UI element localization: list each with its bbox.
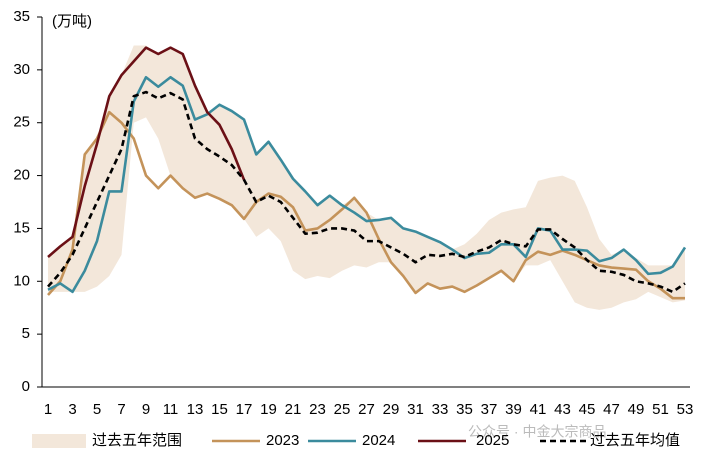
x-tick-label: 43 (554, 401, 571, 418)
x-tick-label: 31 (407, 401, 424, 418)
x-tick-label: 25 (334, 401, 351, 418)
x-tick-label: 21 (285, 401, 302, 418)
legend-label: 2025 (476, 432, 509, 449)
x-tick-label: 47 (603, 401, 620, 418)
x-tick-label: 29 (383, 401, 400, 418)
range-band (48, 45, 685, 310)
y-tick-label: 10 (13, 272, 30, 289)
series-line (47, 46, 246, 258)
y-tick-label: 30 (13, 61, 30, 78)
y-tick-label: 5 (22, 325, 30, 342)
legend-label: 2023 (266, 432, 299, 449)
x-tick-label: 23 (309, 401, 326, 418)
x-tick-label: 41 (530, 401, 547, 418)
y-tick-label: 35 (13, 8, 30, 25)
watermark: 公众号 · 中金大宗商品 (468, 424, 606, 440)
legend-label: 过去五年范围 (92, 432, 182, 449)
x-tick-label: 11 (163, 401, 179, 418)
x-tick-label: 1 (44, 401, 52, 418)
y-axis-label: (万吨) (52, 13, 92, 30)
y-tick-label: 15 (13, 219, 30, 236)
x-tick-label: 15 (211, 401, 228, 418)
x-tick-label: 37 (481, 401, 498, 418)
legend-swatch (32, 434, 86, 448)
y-tick-label: 0 (22, 378, 30, 395)
x-tick-label: 39 (505, 401, 522, 418)
series-line (47, 110, 685, 300)
plot-area (47, 45, 687, 310)
x-tick-label: 3 (68, 401, 76, 418)
x-tick-label: 27 (358, 401, 375, 418)
y-tick-label: 25 (13, 114, 30, 131)
y-tick-label: 20 (13, 167, 30, 184)
series-line (47, 90, 686, 294)
x-tick-label: 9 (142, 401, 150, 418)
x-tick-label: 7 (117, 401, 125, 418)
x-tick-label: 45 (579, 401, 596, 418)
x-tick-label: 51 (652, 401, 669, 418)
x-tick-label: 35 (456, 401, 473, 418)
x-tick-label: 17 (236, 401, 253, 418)
x-tick-label: 5 (93, 401, 101, 418)
x-tick-label: 53 (677, 401, 694, 418)
x-tick-label: 13 (187, 401, 204, 418)
legend-label: 过去五年均值 (590, 432, 680, 449)
x-tick-label: 49 (628, 401, 645, 418)
legend-label: 2024 (362, 432, 395, 449)
x-tick-label: 33 (432, 401, 449, 418)
x-tick-label: 19 (260, 401, 277, 418)
